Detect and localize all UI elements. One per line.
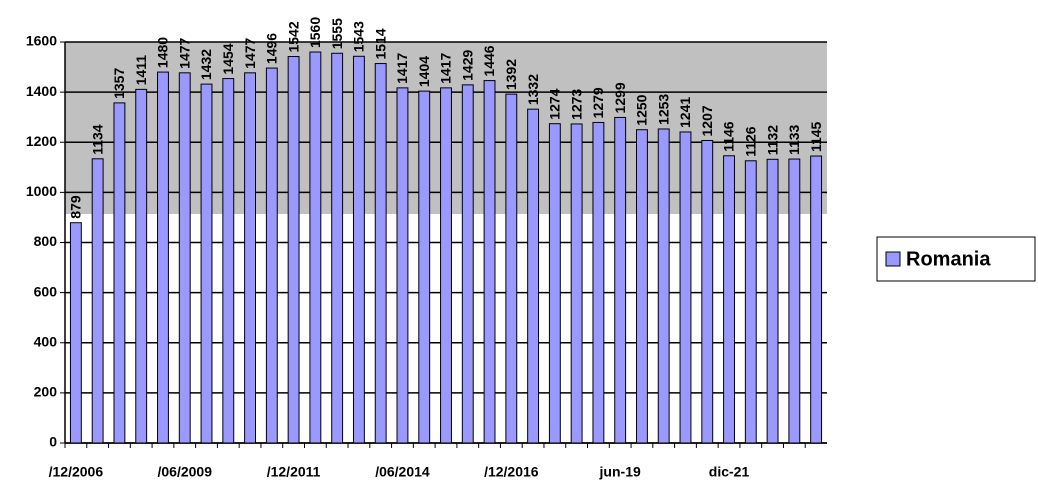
bar [636,129,648,444]
bar [810,155,823,444]
value-label: 1404 [416,56,432,87]
value-label: 1477 [176,37,192,68]
bar [418,90,431,444]
value-label: 1560 [307,17,323,48]
bar [222,78,235,444]
value-label: 1454 [220,43,236,74]
value-label: 1132 [764,125,780,156]
value-label: 1411 [133,55,149,86]
value-label: 1514 [372,28,388,59]
bar [505,93,518,444]
bar [744,160,757,444]
value-label: 1241 [677,97,693,128]
value-label: 1273 [568,89,584,120]
bar [396,87,409,444]
value-label: 1542 [285,21,301,52]
value-label: 1274 [547,88,563,119]
value-label: 1480 [155,37,171,68]
value-label: 1207 [699,105,715,136]
value-label: 1446 [481,45,497,76]
value-label: 1477 [242,37,258,68]
x-tick-label: /06/2009 [157,464,212,480]
bar [244,72,257,444]
y-tick-label: 1200 [26,133,57,149]
value-label: 1146 [721,121,737,152]
value-label: 879 [68,195,84,219]
y-tick-label: 800 [34,233,58,249]
value-label: 1279 [590,87,606,118]
bar [570,123,583,444]
y-tick-label: 1600 [26,33,57,49]
bar [69,222,82,444]
bar [113,102,126,444]
x-tick-label: /12/2011 [267,464,321,480]
x-tick-label: /12/2016 [484,464,539,480]
bar [679,131,692,444]
bar [200,83,213,444]
bar [461,84,474,444]
bar [701,139,714,444]
bar [309,51,322,444]
bar [374,63,387,444]
bar [352,55,365,444]
legend-swatch [885,251,901,267]
x-tick-label: /06/2014 [375,464,430,480]
value-label: 1253 [655,94,671,125]
bar [91,158,104,444]
value-label: 1133 [786,124,802,155]
y-tick-label: 200 [34,384,58,400]
bar [657,128,670,444]
bar [287,56,300,444]
value-label: 1145 [808,121,824,152]
value-label: 1126 [743,126,759,157]
bar [440,87,452,444]
bar [265,67,278,444]
bar [592,121,605,444]
value-label: 1543 [351,21,367,52]
value-label: 1417 [394,53,410,84]
y-tick-label: 0 [49,434,57,450]
bar [178,72,191,444]
y-tick-label: 1400 [26,83,57,99]
bar [766,158,779,444]
y-tick-label: 600 [34,283,58,299]
value-label: 1134 [89,124,105,155]
x-tick-label: dic-21 [709,464,750,480]
y-tick-label: 400 [34,333,58,349]
y-tick-label: 1000 [26,183,57,199]
value-label: 1250 [634,94,650,125]
x-tick-label: jun-19 [599,464,641,480]
legend-box [876,236,1036,282]
bar [548,123,561,444]
value-label: 1555 [329,18,345,49]
value-label: 1429 [459,49,475,80]
bar [614,116,627,444]
value-label: 1417 [438,53,454,84]
bar [788,158,801,444]
legend-label: Romania [906,248,991,270]
bar [527,108,540,444]
bar [483,80,496,444]
bar [723,155,735,444]
value-label: 1357 [111,68,127,99]
value-label: 1392 [503,59,519,90]
bar [135,88,148,444]
bar [331,52,344,444]
bar [157,71,169,444]
value-label: 1432 [198,49,214,80]
value-label: 1299 [612,82,628,113]
value-label: 1496 [264,33,280,64]
x-tick-label: /12/2006 [49,464,104,480]
value-label: 1332 [525,74,541,105]
